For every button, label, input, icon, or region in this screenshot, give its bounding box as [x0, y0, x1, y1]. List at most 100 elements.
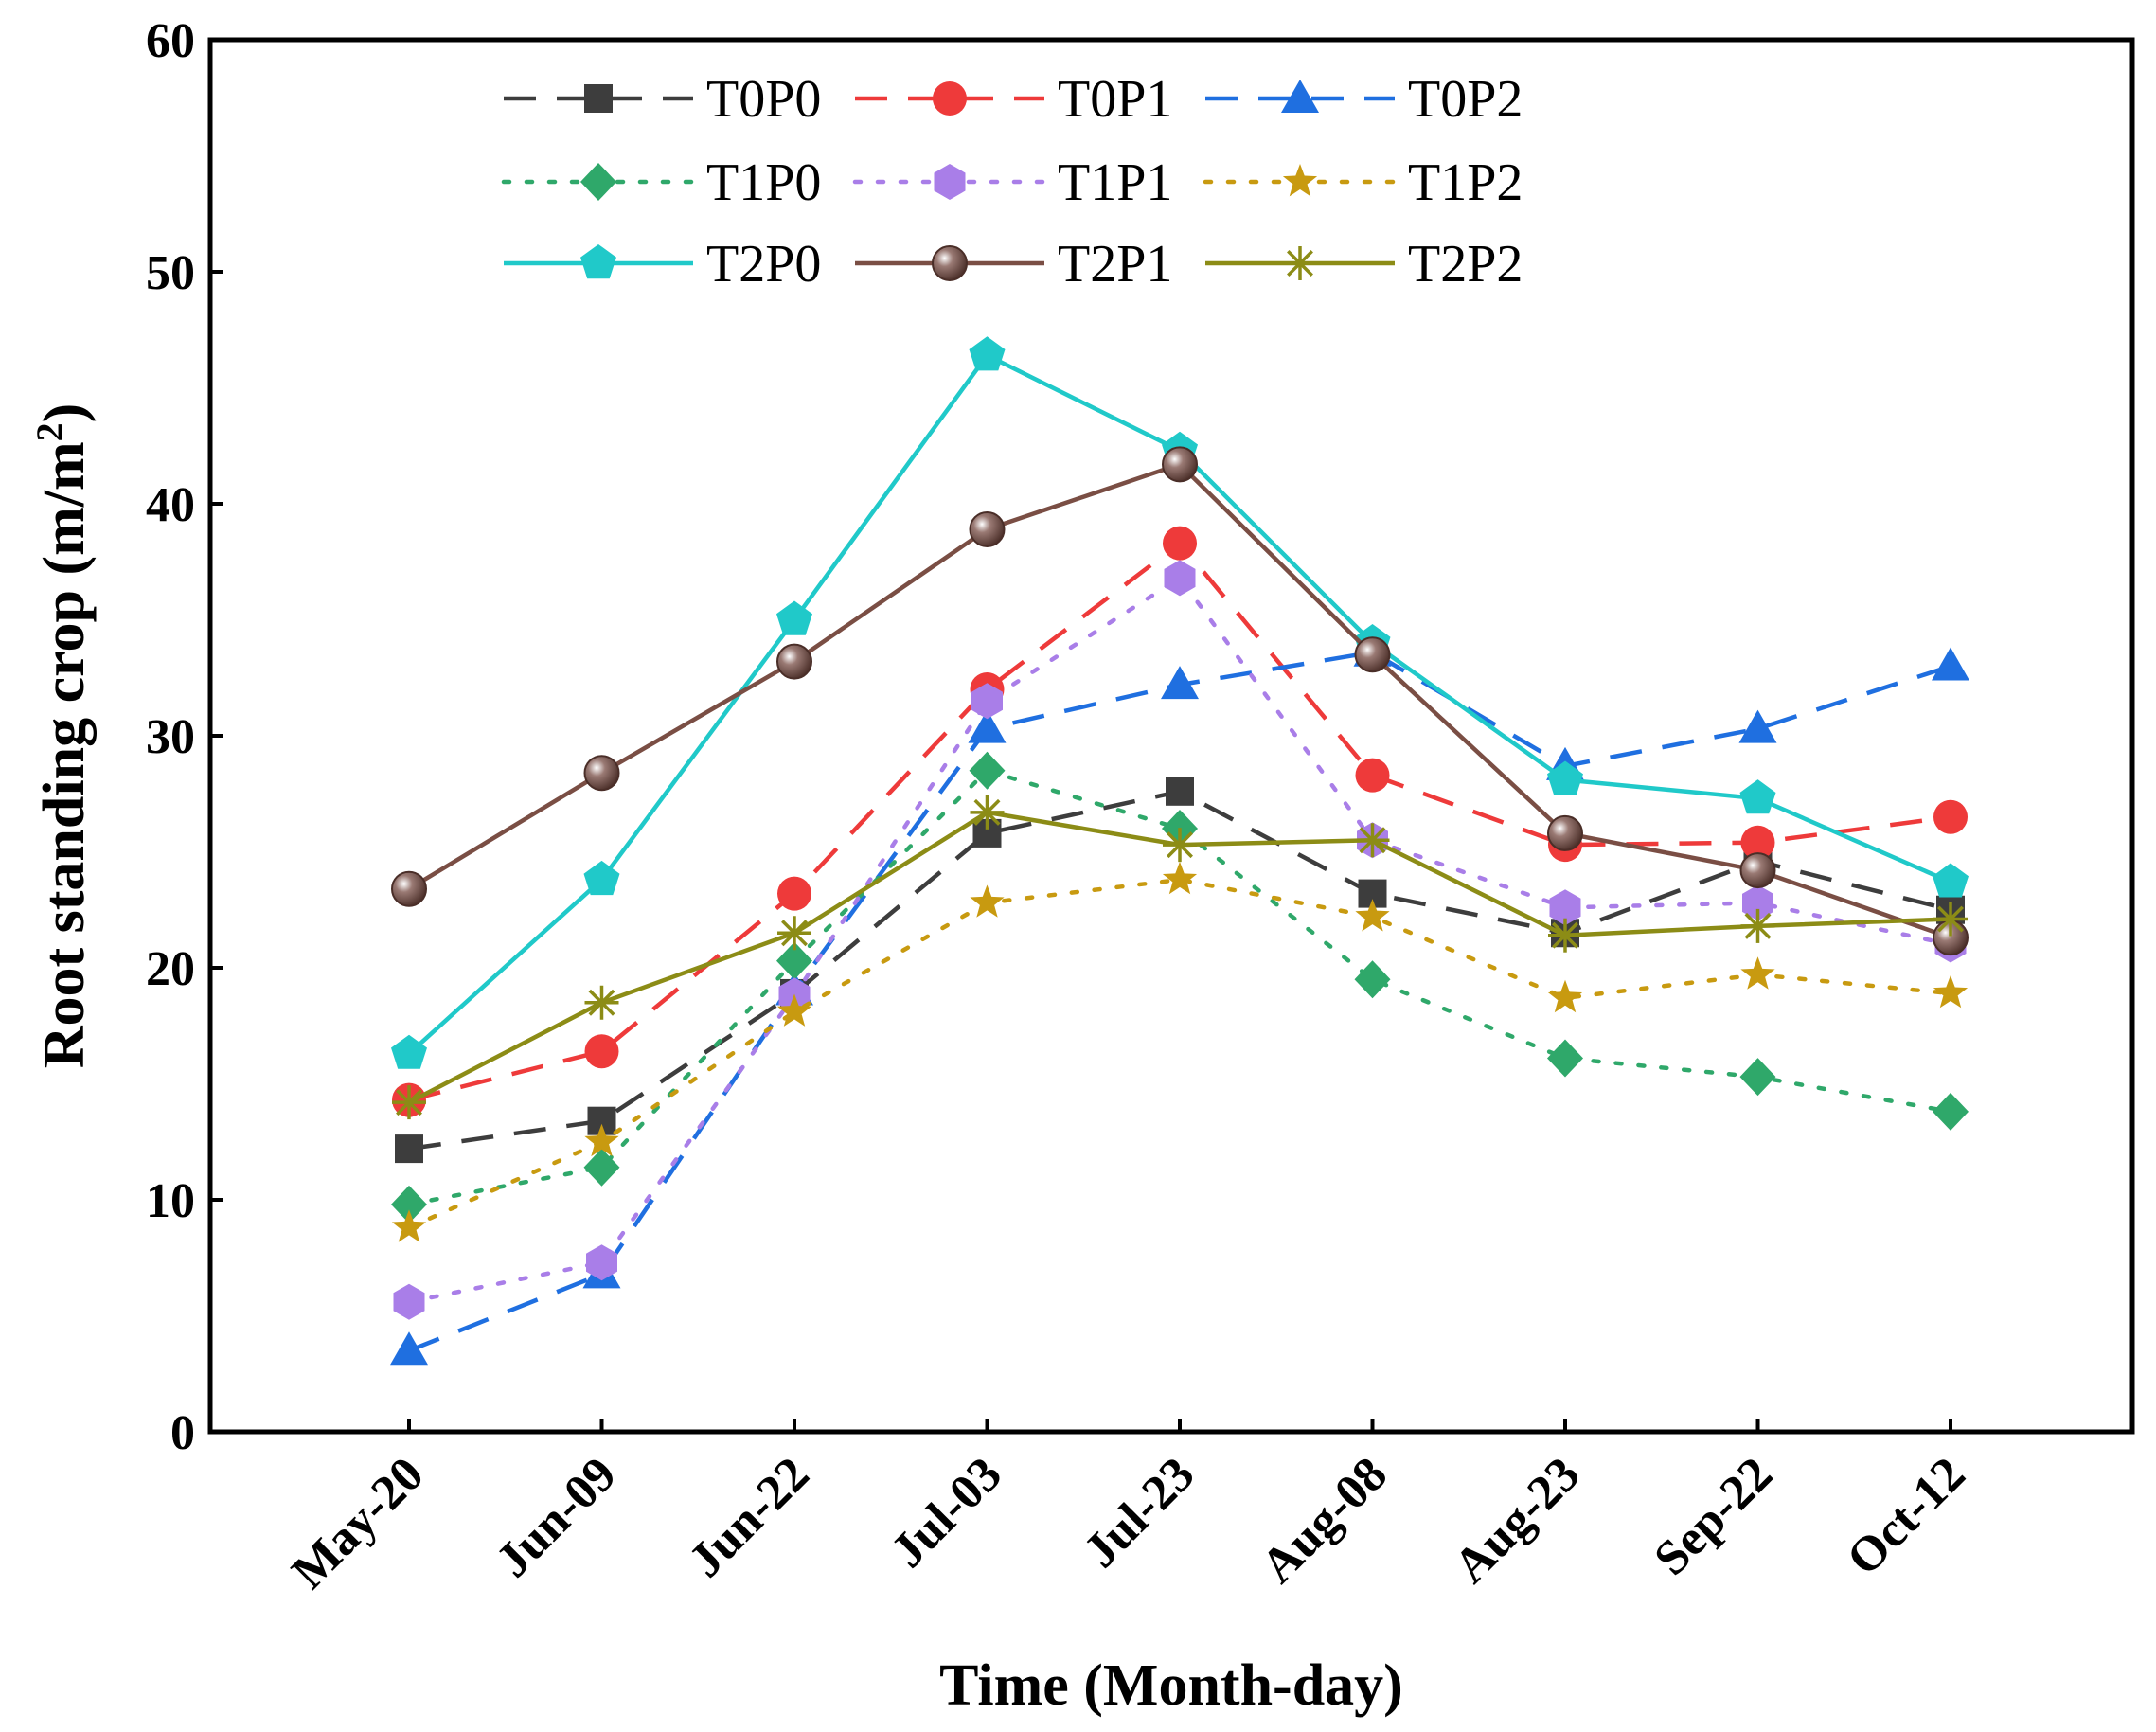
data-point	[1739, 852, 1776, 889]
legend-item-T0P1: T0P1	[855, 70, 1172, 129]
data-point	[1164, 560, 1196, 597]
legend-marker	[1281, 80, 1319, 113]
data-point	[1548, 918, 1582, 953]
data-point	[969, 510, 1006, 547]
data-point	[1547, 1039, 1583, 1078]
data-point	[1933, 1092, 1969, 1131]
x-tick-label: Aug-23	[1444, 1447, 1591, 1594]
y-tick-label: 0	[170, 1406, 195, 1460]
data-point	[1547, 979, 1583, 1013]
x-axis-title: Time (Month-day)	[939, 1653, 1403, 1718]
data-point	[968, 709, 1007, 743]
legend-item-T1P1: T1P1	[852, 153, 1172, 212]
legend-marker	[934, 164, 966, 200]
data-point	[1547, 760, 1583, 795]
series-T0P2	[390, 633, 1969, 1366]
legend: T0P0 T0P1 T0P2 T1P0 T1P1 T1P2 T2P0 T2P1 T2P2	[501, 70, 1523, 294]
series-T1P0	[391, 751, 1969, 1223]
data-point	[1739, 779, 1776, 814]
data-point	[391, 1185, 427, 1223]
data-point	[390, 1331, 428, 1366]
data-point	[776, 600, 812, 635]
legend-item-T2P1: T2P1	[855, 235, 1172, 294]
data-point	[1355, 758, 1390, 793]
data-point	[776, 993, 812, 1027]
asterisk-stroke	[396, 1089, 422, 1116]
legend-marker	[1282, 164, 1318, 197]
y-tick-label: 60	[146, 14, 195, 68]
data-point	[391, 870, 427, 907]
y-axis-title-sup: 2	[28, 422, 71, 441]
asterisk-stroke	[1167, 831, 1193, 859]
data-point	[777, 876, 811, 911]
data-point	[1738, 709, 1777, 743]
data-point	[1547, 814, 1583, 851]
legend-marker	[584, 84, 613, 113]
series-T2P2	[392, 795, 1968, 1120]
legend-label: T1P1	[1058, 153, 1172, 212]
data-point	[1933, 902, 1968, 937]
data-point	[584, 985, 619, 1020]
legend-label: T1P0	[706, 153, 821, 212]
data-point	[393, 1283, 425, 1320]
y-axis-ticks: 0 10 20 30 40 50 60	[146, 14, 223, 1460]
series-T1P2	[391, 861, 1969, 1242]
legend-item-T1P2: T1P2	[1203, 153, 1523, 212]
legend-marker	[933, 81, 967, 116]
legend-item-T0P2: T0P2	[1205, 70, 1523, 129]
data-point	[1163, 526, 1197, 561]
legend-label: T0P1	[1058, 70, 1172, 129]
x-tick-label: Aug-08	[1251, 1447, 1398, 1594]
x-tick-label: Oct-12	[1837, 1447, 1975, 1585]
data-point	[1933, 863, 1969, 898]
series-line-T1P2	[406, 877, 1953, 1230]
y-tick-label: 40	[146, 478, 195, 532]
y-tick-label: 50	[146, 246, 195, 300]
asterisk-stroke	[1744, 912, 1772, 939]
data-point	[584, 1123, 619, 1157]
legend-item-T2P0: T2P0	[504, 235, 821, 294]
legend-label: T1P2	[1408, 153, 1523, 212]
data-point	[776, 941, 812, 980]
x-tick-label: Jun-09	[486, 1447, 627, 1588]
data-point	[1166, 777, 1194, 806]
asterisk-stroke	[588, 989, 615, 1016]
legend-marker	[580, 163, 616, 201]
data-point	[1549, 889, 1581, 926]
x-tick-label: Jul-03	[882, 1447, 1012, 1578]
data-point	[586, 1244, 617, 1281]
data-point	[583, 860, 620, 896]
asterisk-stroke	[781, 920, 808, 947]
data-point	[1740, 956, 1775, 990]
data-point	[392, 1085, 426, 1120]
data-point	[969, 336, 1006, 371]
data-point	[584, 1034, 619, 1069]
data-point	[1933, 799, 1968, 834]
data-point	[391, 1209, 427, 1242]
legend-marker	[932, 245, 968, 281]
x-tick-label: Jun-22	[679, 1447, 820, 1588]
data-point	[776, 643, 812, 680]
data-point	[391, 1034, 427, 1069]
asterisk-stroke	[973, 798, 1001, 826]
data-point	[395, 1134, 423, 1164]
data-point	[1354, 960, 1391, 999]
asterisk-stroke	[1359, 827, 1386, 854]
x-tick-label: Jul-23	[1074, 1447, 1204, 1578]
y-tick-label: 30	[146, 710, 195, 764]
data-point	[1162, 446, 1198, 483]
data-point	[583, 755, 620, 792]
series-line-T0P2	[408, 650, 1951, 1353]
legend-label: T2P2	[1408, 235, 1523, 294]
legend-label: T2P0	[706, 235, 821, 294]
legend-item-T0P0: T0P0	[504, 70, 821, 129]
y-tick-label: 10	[146, 1174, 195, 1228]
asterisk-stroke	[1552, 921, 1578, 949]
y-tick-label: 20	[146, 942, 195, 996]
data-point	[970, 884, 1005, 918]
data-point	[1161, 666, 1199, 700]
data-point	[1742, 884, 1773, 921]
legend-item-T2P2: T2P2	[1205, 235, 1523, 294]
y-axis-title-main: Root standing crop (m/m	[32, 441, 97, 1068]
series-layer	[390, 336, 1969, 1366]
